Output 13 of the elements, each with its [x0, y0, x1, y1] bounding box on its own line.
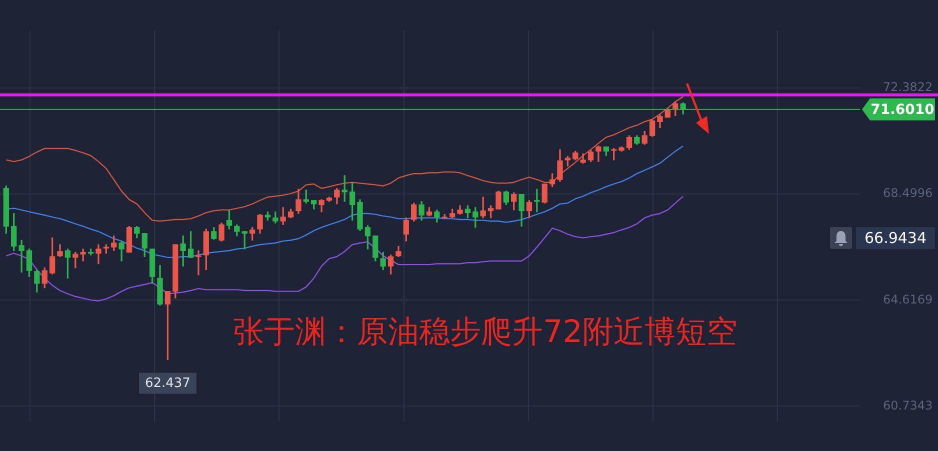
- text: 张于渊：原油稳步爬升72附近博短空: [233, 313, 738, 352]
- candlestick: [180, 236, 186, 267]
- candlestick: [80, 248, 86, 262]
- candlestick: [196, 250, 202, 276]
- candlestick: [18, 240, 24, 273]
- y-tick-label: 72.3822: [883, 80, 933, 94]
- annotation: 62.437: [144, 376, 190, 392]
- y-tick-label: 68.4996: [883, 186, 933, 200]
- y-tick-label: 64.6169: [883, 292, 933, 306]
- candlestick: [534, 188, 540, 212]
- y-tick-label: 60.7343: [883, 398, 933, 412]
- text: 66.9434: [864, 228, 927, 247]
- ref-line-label: 71.6010: [870, 102, 935, 118]
